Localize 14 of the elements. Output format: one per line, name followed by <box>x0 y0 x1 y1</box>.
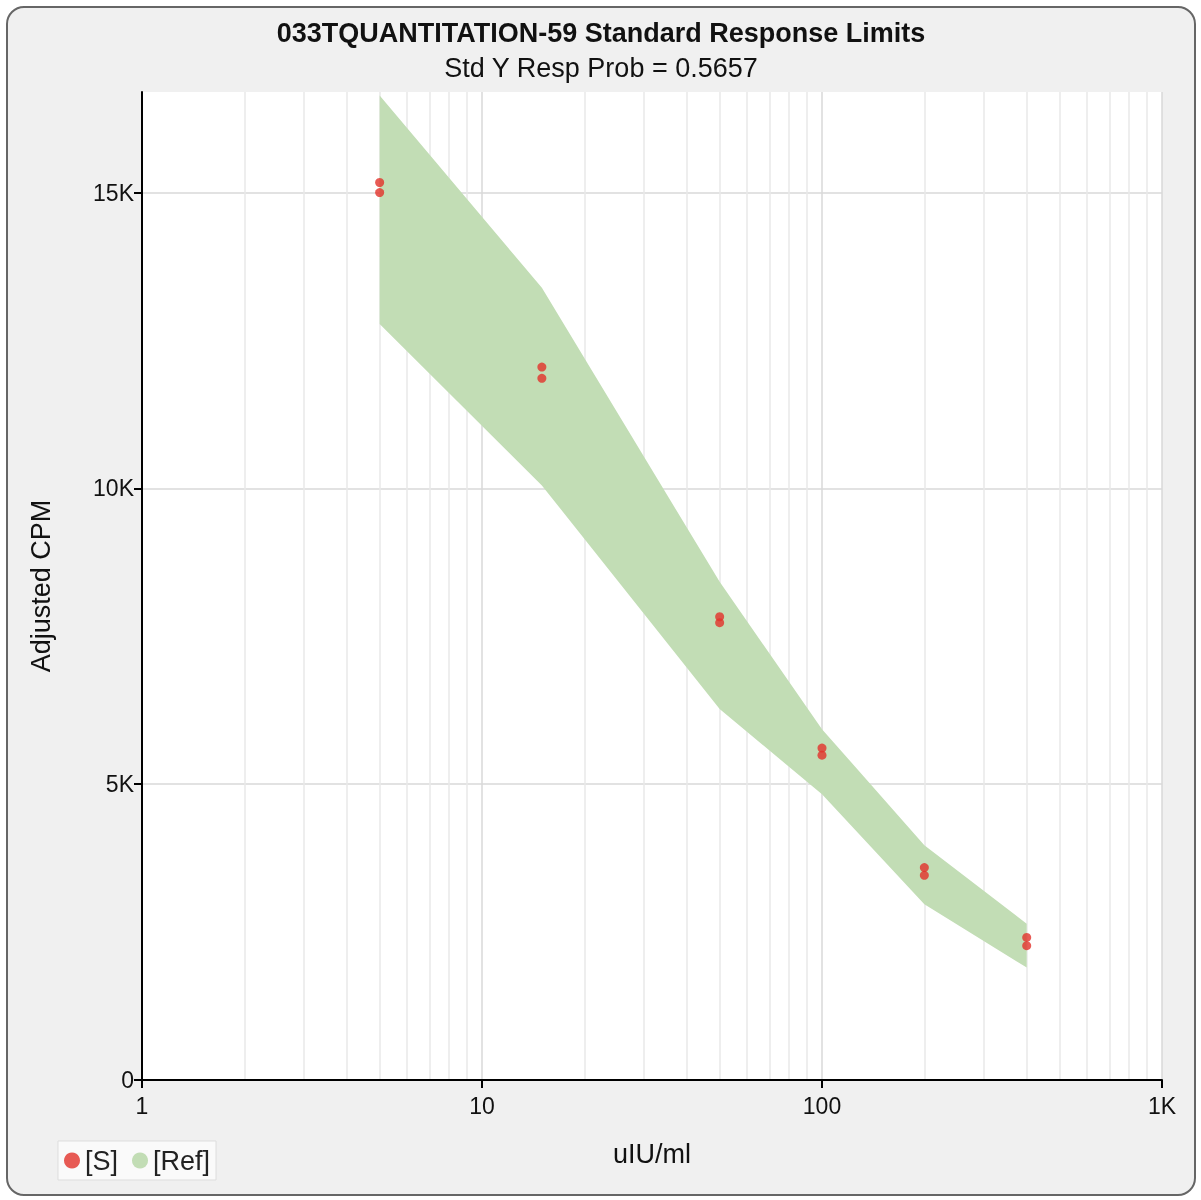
y-tick-label: 15K <box>93 179 135 206</box>
x-axis-title: uIU/ml <box>612 1138 692 1169</box>
y-axis-title: Adjusted CPM <box>25 499 56 673</box>
x-tick-label: 1K <box>1147 1092 1177 1119</box>
y-tick-label: 5K <box>105 771 135 798</box>
y-tick-label: 10K <box>93 475 135 502</box>
y-tick-label: 0 <box>121 1067 134 1093</box>
chart-subtitle: Std Y Resp Prob = 0.5657 <box>444 52 758 83</box>
x-tick-label: 100 <box>802 1092 842 1119</box>
x-tick-label: 1 <box>135 1092 149 1119</box>
legend-label: [Ref] <box>153 1145 211 1176</box>
chart-title: 033TQUANTITATION-59 Standard Response Limits <box>276 17 926 48</box>
x-tick-label: 10 <box>469 1092 495 1119</box>
legend-label: [S] <box>85 1145 119 1176</box>
